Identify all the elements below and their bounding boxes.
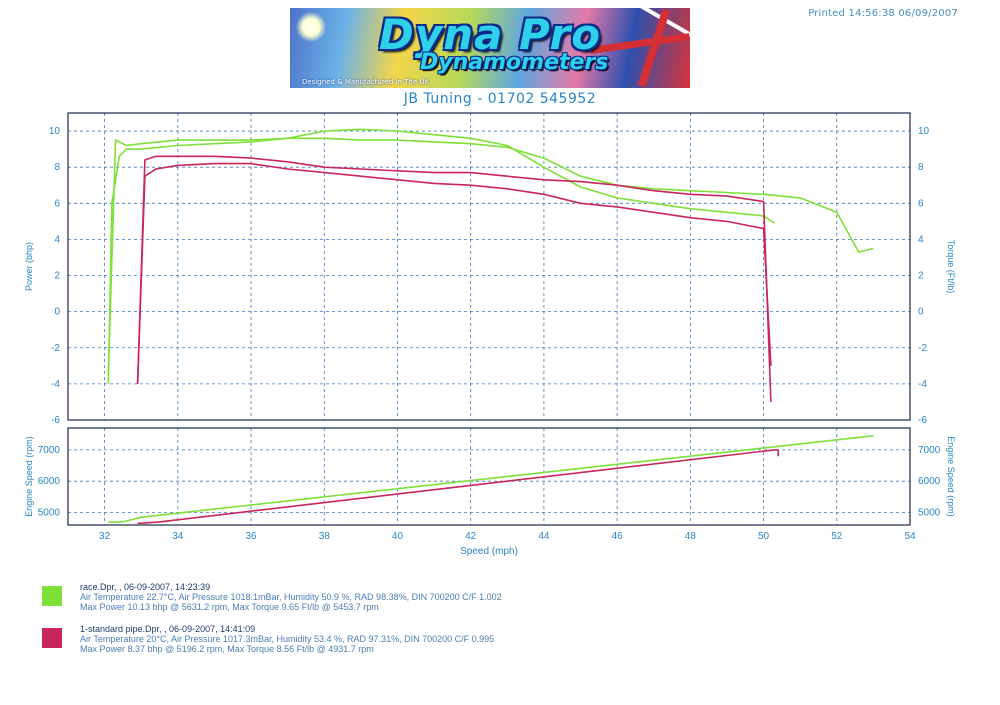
x-tick-label: 46 [612, 531, 624, 542]
plot-frame [67, 112, 911, 421]
y2-tick-label: 5000 [918, 507, 941, 518]
sun-graphic [296, 12, 326, 42]
y-tick-label: -4 [51, 379, 60, 390]
legend-max-values: Max Power 10.13 bhp @ 5631.2 rpm, Max To… [80, 602, 379, 612]
x-axis-label: Speed (mph) [460, 546, 518, 557]
y2-axis-label: Engine Speed (rpm) [946, 436, 956, 517]
engine-speed-panel: 7000 7000 6000 6000 5000 5000 Engine Speed (rp… [24, 427, 956, 557]
legend-run-title: 1-standard pipe.Dpr, , 06-09-2007, 14:41… [80, 624, 256, 634]
y-axis-label: Engine Speed (rpm) [24, 436, 34, 517]
x-tick-label: 34 [172, 531, 184, 542]
x-tick-label: 40 [392, 531, 404, 542]
y2-tick-label: 6000 [918, 476, 941, 487]
legend-conditions: Air Temperature 22.7°C, Air Pressure 101… [80, 592, 502, 602]
x-tick-label: 44 [538, 531, 550, 542]
y-tick-label: -2 [51, 343, 60, 354]
legend-swatch-race [42, 586, 62, 606]
x-tick-label: 54 [904, 531, 916, 542]
y2-tick-label: 7000 [918, 445, 941, 456]
y-axis-label: Power (bhp) [24, 242, 34, 291]
y2-tick-label: 10 [918, 126, 930, 137]
y-tick-label: 6 [54, 198, 60, 209]
y2-tick-label: -2 [918, 343, 927, 354]
y-tick-label: 8 [54, 162, 60, 173]
series-line-1-standard-pipe-dpr-torque [136, 155, 772, 402]
y-tick-label: 7000 [38, 445, 61, 456]
y2-tick-label: 0 [918, 307, 924, 318]
legend-conditions: Air Temperature 20°C, Air Pressure 1017.… [80, 634, 495, 644]
power-torque-panel: 10 10 8 8 6 6 4 4 2 2 0 0 -2 -2 -4 -4 -6 -6 Power (bhp) Tor… [24, 112, 956, 426]
x-tick-label: 50 [758, 531, 770, 542]
logo-tagline: Designed & Manufactured in The UK [302, 78, 430, 86]
series-line-race-dpr [108, 435, 874, 523]
printed-timestamp: Printed 14:56:38 06/09/2007 [808, 8, 958, 19]
dynapro-logo: Dyna Pro Dynamometers Designed & Manufac… [290, 8, 690, 88]
x-tick-label: 42 [465, 531, 477, 542]
company-name: JB Tuning - 01702 545952 [403, 91, 597, 107]
x-tick-label: 36 [245, 531, 257, 542]
y2-tick-label: 2 [918, 271, 924, 282]
series-line-race-dpr-torque [107, 137, 874, 375]
legend-max-values: Max Power 8.37 bhp @ 5196.2 rpm, Max Tor… [80, 644, 374, 654]
y2-tick-label: 6 [918, 198, 924, 209]
y-tick-label: 10 [49, 126, 61, 137]
y-tick-label: 4 [54, 234, 60, 245]
y-tick-label: 2 [54, 271, 60, 282]
legend-swatch-standard-pipe [42, 628, 62, 648]
x-tick-label: 38 [319, 531, 331, 542]
series-line-1-standard-pipe-dpr-power [136, 162, 772, 384]
y-tick-label: 0 [54, 307, 60, 318]
y2-tick-label: -4 [918, 379, 927, 390]
y2-tick-label: 4 [918, 234, 924, 245]
x-tick-label: 48 [685, 531, 697, 542]
legend-run-title: race.Dpr, , 06-09-2007, 14:23:39 [80, 582, 211, 592]
y-tick-label: 5000 [38, 507, 61, 518]
logo-brand: Dyna Pro [378, 10, 602, 59]
y-tick-label: -6 [51, 415, 60, 426]
series-line-1-standard-pipe-dpr [137, 449, 779, 525]
x-tick-label: 32 [99, 531, 111, 542]
x-tick-label: 52 [831, 531, 843, 542]
series-line-race-dpr-power [107, 128, 775, 384]
y2-axis-label: Torque (Ft/lb) [946, 240, 956, 294]
logo-sub: Dynamometers [420, 50, 609, 75]
y2-tick-label: 8 [918, 162, 924, 173]
y-tick-label: 6000 [38, 476, 61, 487]
y2-tick-label: -6 [918, 415, 927, 426]
plot-frame [67, 427, 911, 526]
